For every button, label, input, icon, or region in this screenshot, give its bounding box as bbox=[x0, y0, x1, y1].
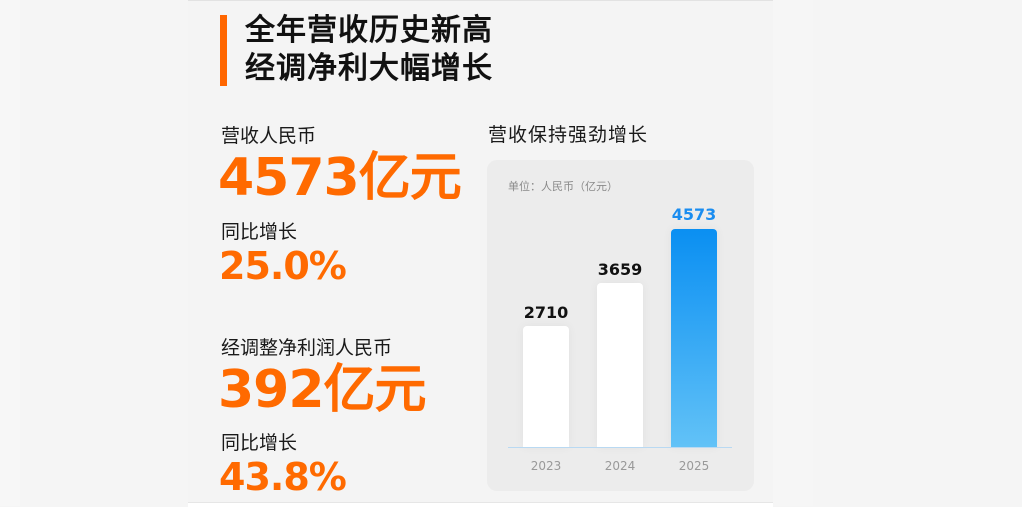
x-tick-2024: 2024 bbox=[604, 459, 636, 473]
background-left bbox=[0, 0, 20, 506]
x-axis-line bbox=[508, 447, 732, 448]
bar-value-2025: 4573 bbox=[671, 205, 717, 224]
revenue-label: 营收人民币 bbox=[221, 125, 317, 147]
bar-2024 bbox=[597, 283, 643, 447]
headline-line-1: 全年营收历史新高 bbox=[245, 13, 493, 48]
profit-yoy-label: 同比增长 bbox=[221, 432, 298, 454]
bottom-edge bbox=[188, 502, 773, 507]
background-right bbox=[773, 0, 813, 506]
headline-line-2: 经调净利大幅增长 bbox=[245, 51, 493, 86]
bar-2025 bbox=[671, 229, 717, 447]
headline: 全年营收历史新高 经调净利大幅增长 bbox=[245, 12, 493, 88]
chart-unit-label: 单位：人民币（亿元） bbox=[508, 180, 618, 193]
chart-title: 营收保持强劲增长 bbox=[488, 124, 649, 146]
revenue-value: 4573亿元 bbox=[218, 148, 462, 208]
profit-yoy-value: 43.8% bbox=[219, 455, 347, 499]
revenue-yoy-value: 25.0% bbox=[219, 244, 347, 288]
x-tick-2025: 2025 bbox=[678, 459, 710, 473]
bar-2023 bbox=[523, 326, 569, 447]
bar-value-2023: 2710 bbox=[523, 303, 569, 322]
revenue-yoy-label: 同比增长 bbox=[221, 221, 298, 243]
profit-value: 392亿元 bbox=[218, 360, 427, 420]
headline-accent-bar bbox=[220, 15, 227, 86]
x-tick-2023: 2023 bbox=[530, 459, 562, 473]
bar-value-2024: 3659 bbox=[597, 260, 643, 279]
profit-label: 经调整净利润人民币 bbox=[221, 337, 393, 359]
top-divider bbox=[188, 0, 773, 1]
